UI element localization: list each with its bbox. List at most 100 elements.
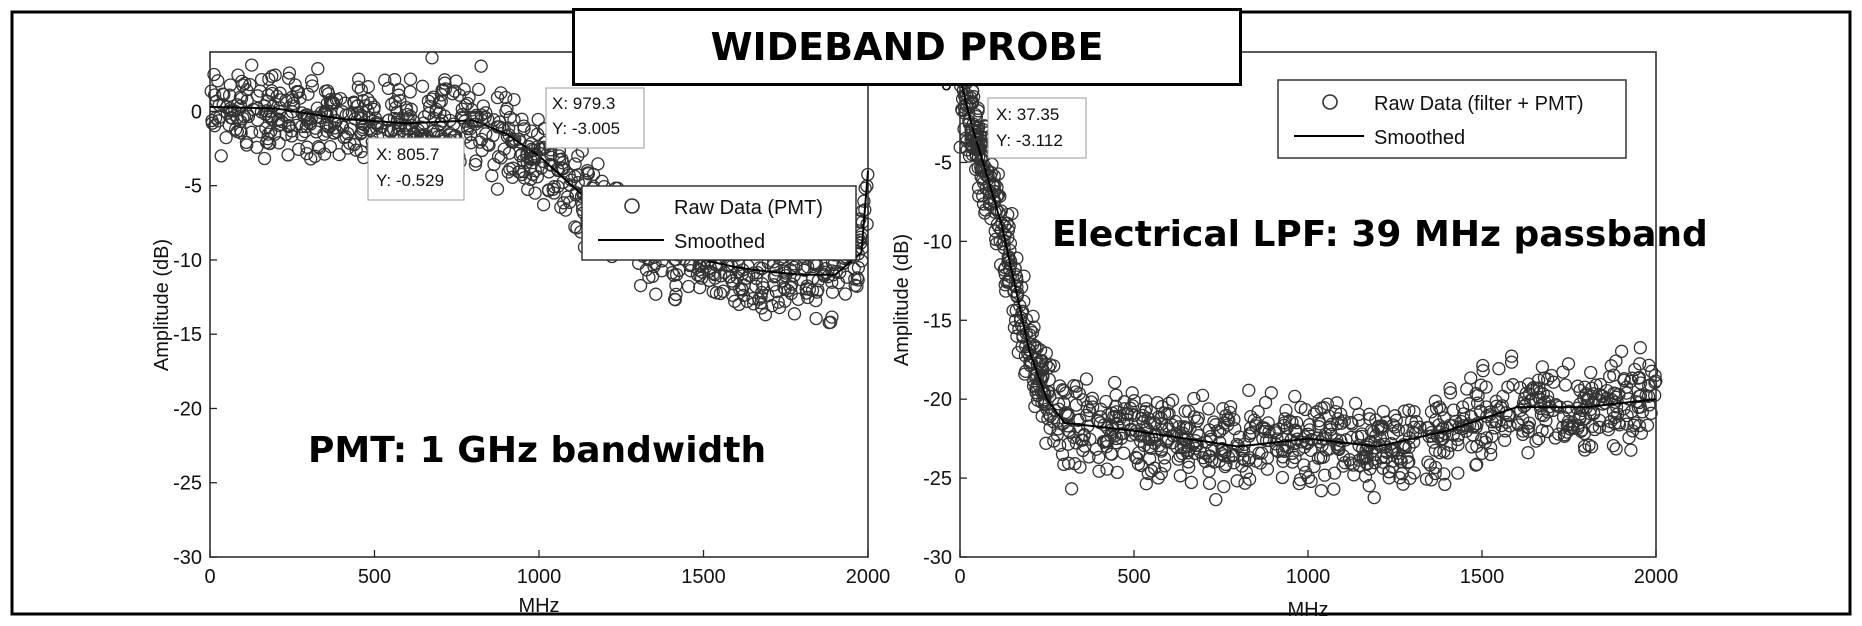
- y-tick-label: -15: [173, 324, 202, 346]
- raw-data-point: [1444, 438, 1458, 452]
- y-tick-label: -15: [923, 310, 952, 332]
- right-datatip-1-marker[interactable]: [964, 124, 982, 142]
- raw-data-point: [263, 136, 277, 151]
- raw-data-point: [1026, 379, 1041, 393]
- raw-data-point: [1532, 432, 1546, 446]
- left-datatip-2-box: [545, 87, 645, 149]
- right-datatip-1[interactable]: X: 37.35 Y: -3.112: [964, 97, 1087, 159]
- raw-data-point: [755, 261, 769, 276]
- raw-data-point: [765, 299, 779, 313]
- raw-data-point: [320, 84, 335, 98]
- raw-data-point: [1239, 465, 1254, 479]
- raw-data-point: [669, 287, 683, 302]
- raw-data-point: [1309, 405, 1324, 419]
- raw-data-point: [1544, 368, 1559, 383]
- y-tick-label: 0: [191, 101, 202, 123]
- raw-data-point: [1101, 434, 1115, 448]
- raw-data-point: [234, 91, 249, 106]
- raw-data-point: [1460, 382, 1474, 396]
- raw-data-point: [1443, 381, 1457, 396]
- raw-data-point: [292, 142, 306, 156]
- raw-data-point: [1367, 490, 1381, 505]
- raw-data-point: [989, 237, 1004, 251]
- raw-data-point: [1003, 258, 1018, 272]
- y-tick-label: -20: [923, 389, 952, 411]
- raw-data-point: [435, 83, 449, 97]
- left-legend: Raw Data (PMT) Smoothed: [581, 185, 857, 261]
- raw-data-point: [235, 74, 249, 89]
- raw-data-point: [1489, 399, 1503, 414]
- raw-data-point: [350, 99, 364, 113]
- raw-data-point: [1038, 386, 1052, 400]
- raw-data-point: [1198, 454, 1212, 469]
- raw-data-point: [1352, 453, 1366, 467]
- raw-data-point: [1409, 414, 1423, 429]
- raw-data-point: [288, 78, 302, 92]
- raw-data-point: [354, 144, 368, 159]
- raw-data-point: [1601, 419, 1615, 433]
- raw-data-point: [392, 88, 406, 102]
- raw-data-point: [1158, 459, 1172, 473]
- raw-data-point: [1139, 477, 1153, 491]
- raw-data-point: [536, 198, 551, 212]
- raw-data-point: [1018, 364, 1033, 378]
- raw-data-point: [1125, 399, 1140, 413]
- raw-data-point: [1443, 386, 1458, 400]
- raw-data-point: [236, 111, 250, 125]
- raw-data-point: [259, 121, 273, 135]
- raw-data-point: [384, 97, 399, 111]
- left-datatip-1-marker[interactable]: [466, 110, 484, 128]
- raw-data-point: [669, 278, 683, 293]
- raw-data-point: [809, 311, 823, 326]
- raw-data-point: [717, 265, 732, 280]
- raw-data-point: [517, 164, 531, 179]
- raw-data-point: [207, 67, 221, 82]
- raw-data-point: [1053, 379, 1067, 393]
- raw-data-point: [311, 62, 325, 76]
- raw-data-point: [1606, 438, 1621, 453]
- raw-data-point: [1535, 360, 1550, 374]
- raw-data-point: [778, 294, 792, 308]
- raw-data-point: [1473, 404, 1488, 418]
- raw-data-point: [1144, 464, 1159, 478]
- raw-data-point: [1624, 405, 1639, 419]
- raw-data-point: [1607, 368, 1621, 382]
- raw-data-point: [1471, 388, 1485, 403]
- raw-data-point: [1182, 460, 1196, 474]
- raw-data-point: [541, 183, 556, 197]
- raw-data-point: [1314, 484, 1328, 498]
- raw-data-point: [1325, 417, 1339, 432]
- raw-data-point: [731, 265, 746, 279]
- raw-data-point: [751, 265, 765, 280]
- left-chart: 0 500 1000 1500 2000 0 -5 -10 -15 -20 -25 -30 MHz A…: [151, 51, 890, 617]
- raw-data-point: [1285, 446, 1299, 461]
- right-y-axis-label: Amplitude (dB): [891, 234, 913, 366]
- raw-data-point: [1548, 431, 1562, 445]
- raw-data-point: [1339, 433, 1353, 447]
- raw-data-point: [783, 263, 797, 277]
- left-datatip-2[interactable]: X: 979.3 Y: -3.005: [523, 87, 645, 165]
- left-datatip-2-marker[interactable]: [523, 147, 541, 165]
- raw-data-point: [1195, 388, 1210, 403]
- left-datatip-1[interactable]: X: 805.7 Y: -0.529: [367, 110, 484, 201]
- raw-data-point: [1609, 354, 1623, 368]
- y-tick-label: -10: [923, 231, 952, 253]
- raw-data-point: [515, 167, 529, 182]
- raw-data-point: [250, 89, 265, 103]
- y-tick-label: -5: [184, 176, 202, 198]
- x-tick-label: 1500: [681, 566, 726, 588]
- raw-data-point: [1378, 440, 1393, 454]
- raw-data-point: [494, 86, 508, 100]
- raw-data-point: [1380, 445, 1394, 460]
- raw-data-point: [279, 127, 293, 142]
- raw-data-point: [1529, 434, 1543, 448]
- raw-data-point: [1069, 379, 1084, 393]
- raw-data-point: [802, 282, 817, 296]
- raw-data-point: [1362, 479, 1376, 493]
- raw-data-point: [1632, 370, 1646, 385]
- raw-data-point: [244, 125, 259, 139]
- raw-data-point: [347, 96, 361, 110]
- raw-data-point: [1280, 421, 1294, 435]
